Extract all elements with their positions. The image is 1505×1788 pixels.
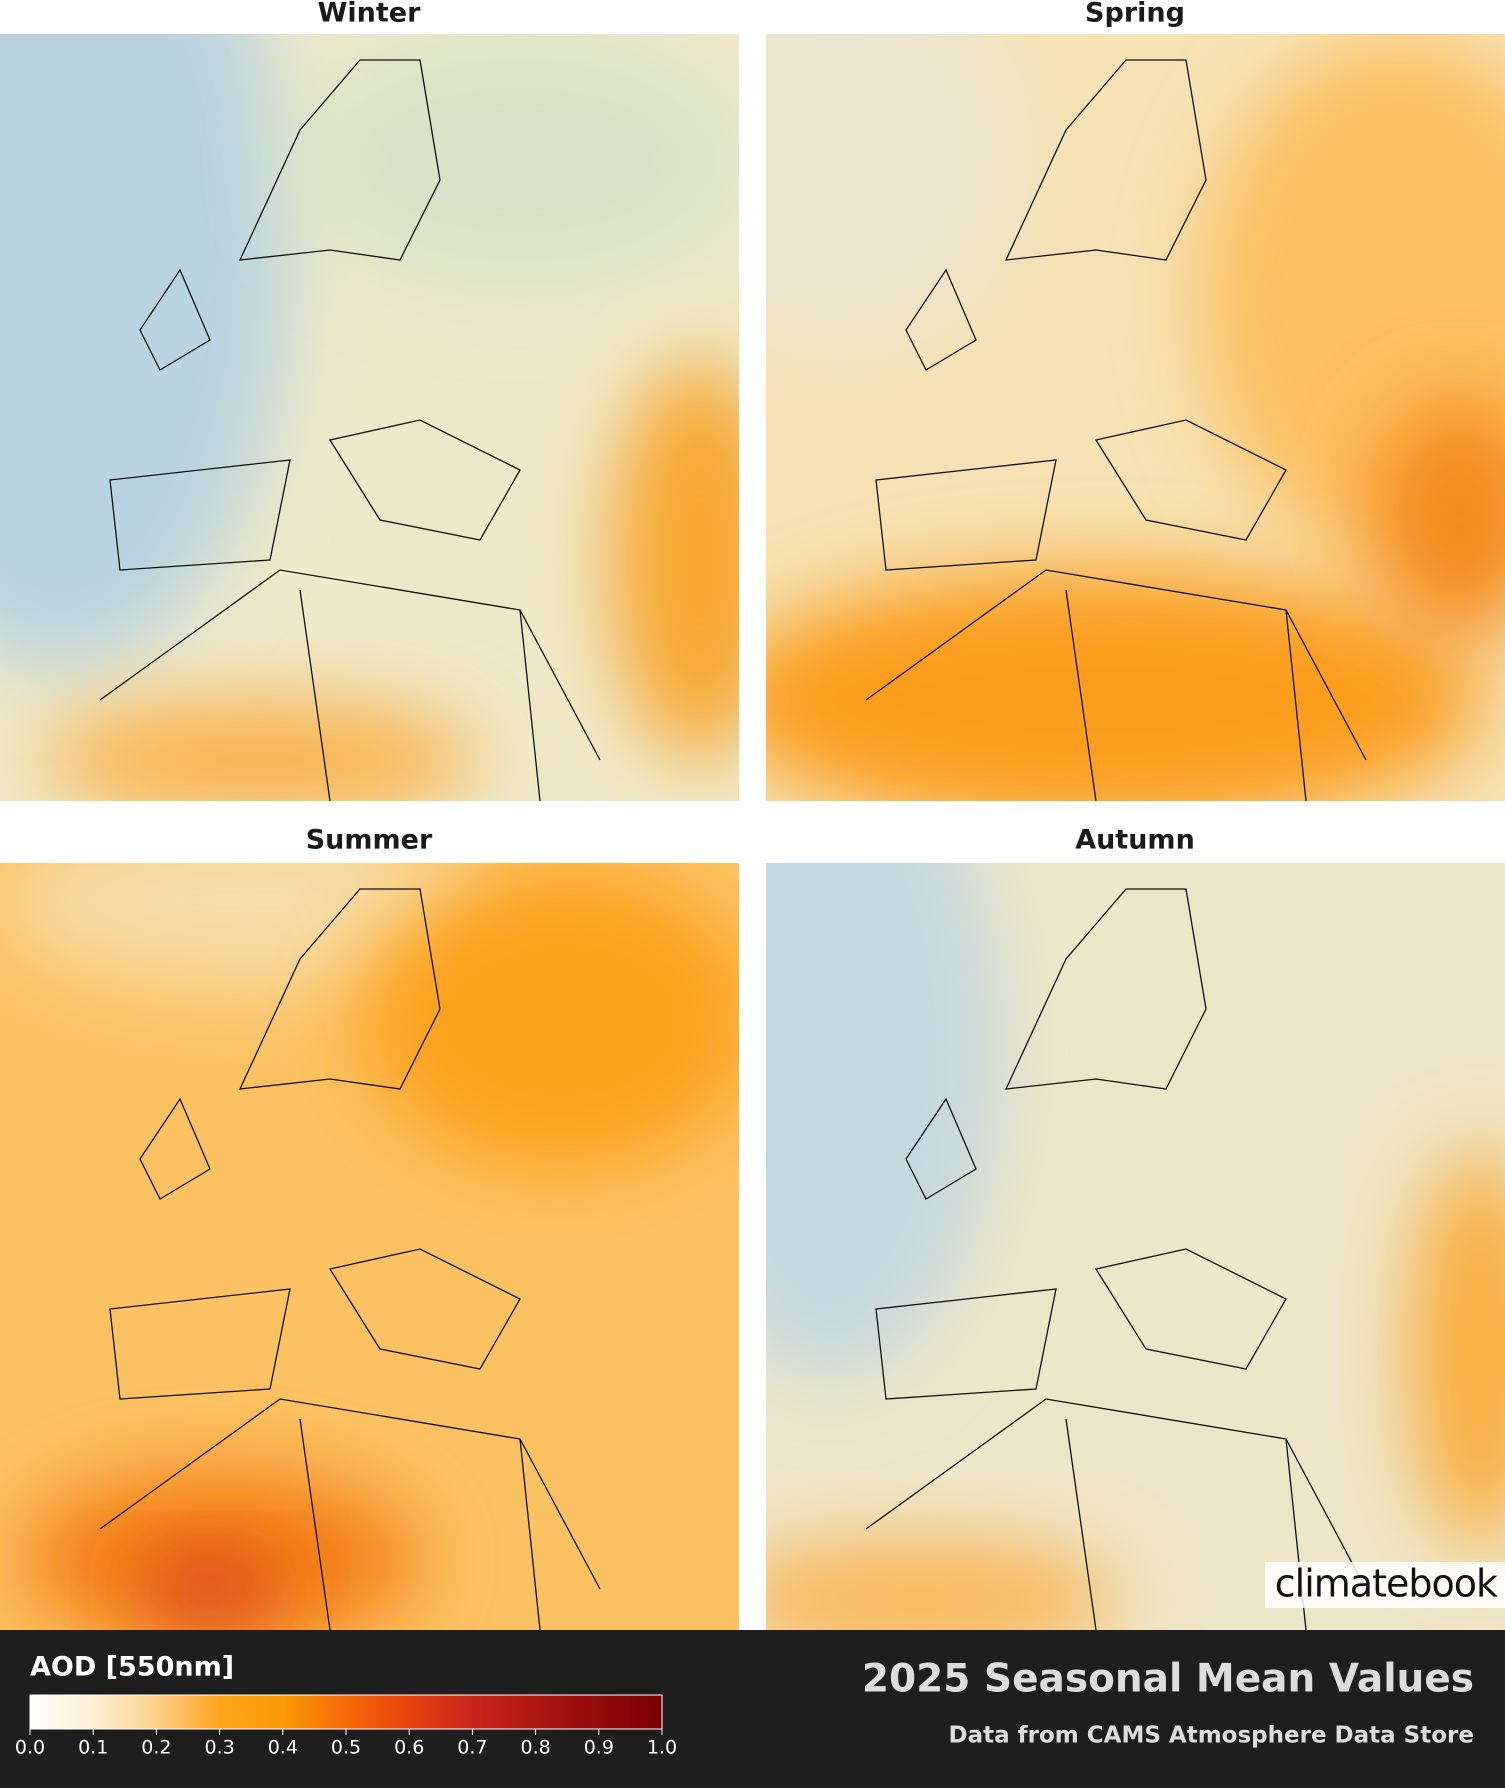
title: 2025 Seasonal Mean Values <box>862 1657 1474 1702</box>
tick-label: 0.9 <box>584 1737 614 1759</box>
panel-title: Autumn <box>1075 825 1195 856</box>
tick-label: 0.5 <box>331 1737 361 1759</box>
tick-label: 0.2 <box>141 1737 171 1759</box>
colorbar <box>29 1694 663 1730</box>
tick-label: 0.3 <box>204 1737 234 1759</box>
tick-label: 0.1 <box>78 1737 108 1759</box>
map-winter <box>0 34 739 801</box>
map-summer <box>0 863 739 1630</box>
tick-label: 1.0 <box>647 1737 677 1759</box>
panel-title: Spring <box>1085 0 1185 29</box>
tick-label: 0.8 <box>520 1737 550 1759</box>
logo-box <box>1265 1562 1505 1608</box>
subtitle: Data from CAMS Atmosphere Data Store <box>949 1723 1474 1749</box>
map-spring <box>766 34 1505 801</box>
tick-label: 0.0 <box>15 1737 45 1759</box>
tick-label: 0.6 <box>394 1737 424 1759</box>
map-autumn <box>766 863 1505 1630</box>
panel-title: Winter <box>318 0 421 29</box>
tick-label: 0.4 <box>268 1737 298 1759</box>
logo: climatebook <box>1275 1562 1498 1606</box>
tick-label: 0.7 <box>457 1737 487 1759</box>
colorbar-label: AOD [550nm] <box>30 1652 234 1683</box>
panel-title: Summer <box>306 825 433 856</box>
